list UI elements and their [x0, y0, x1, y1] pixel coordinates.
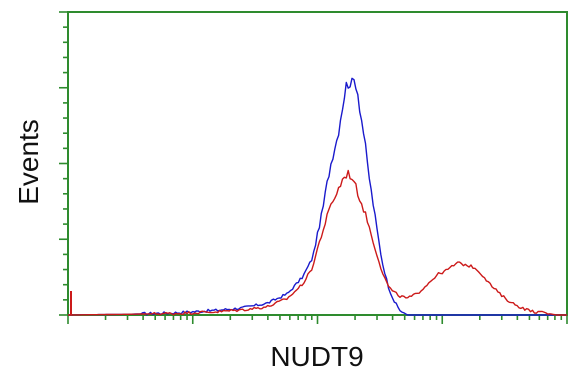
axis-ticks: [59, 11, 568, 324]
series-line-1: [68, 77, 567, 316]
y-axis-label: Events: [13, 119, 44, 205]
x-axis-label: NUDT9: [270, 341, 363, 372]
series-layer: [68, 77, 567, 316]
plot-frame: [67, 11, 568, 316]
series-line-2: [68, 169, 567, 316]
